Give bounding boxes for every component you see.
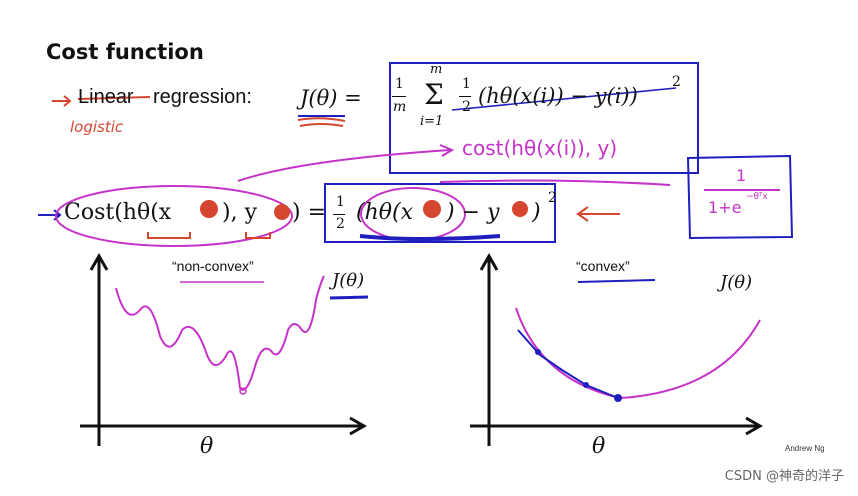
red-scribble	[274, 204, 290, 220]
right-x-arrow-icon	[745, 416, 764, 436]
convex-curve	[515, 307, 761, 400]
sum-box	[389, 62, 699, 174]
cost-rhs: (hθ(x	[356, 200, 413, 225]
cost-rhs-mid: ) − y	[446, 200, 500, 225]
red-scribble	[423, 200, 441, 218]
rhs-box	[324, 183, 556, 243]
rhs-half-bar	[333, 214, 345, 215]
left-j-label: J(θ)	[332, 270, 365, 291]
nonconvex-curve	[115, 275, 325, 391]
j-theta: J(θ) =	[300, 86, 362, 110]
right-theta-label: θ	[592, 434, 606, 459]
cost-ellipse	[55, 185, 293, 247]
convex-underline	[577, 279, 656, 283]
one-over-m-num: 1	[395, 76, 404, 92]
sigmoid-den: 1+e	[708, 198, 742, 217]
magenta-arrow-icon	[237, 144, 455, 182]
sigma-icon: Σ	[424, 78, 444, 111]
red-scribble	[512, 201, 528, 217]
half-num: 1	[462, 76, 471, 92]
left-x-arrow-icon	[349, 416, 368, 436]
cost-rhs-close: )	[532, 200, 541, 225]
nonconvex-label: “non-convex”	[172, 258, 254, 274]
sigmoid-exp: −θᵀx	[746, 192, 768, 202]
half-bar	[459, 96, 471, 97]
right-j-label: J(θ)	[720, 272, 753, 293]
rhs-half-num: 1	[336, 194, 345, 210]
rhs-underline	[359, 234, 501, 241]
half-den: 2	[462, 99, 471, 115]
red-left-arrow-icon	[576, 206, 620, 222]
frac-bar	[392, 96, 406, 97]
sigmoid-num: 1	[736, 166, 747, 185]
cost-note: cost(hθ(x(i)), y)	[462, 136, 618, 160]
regression-word: regression:	[153, 86, 252, 108]
left-y-arrow-icon	[89, 252, 109, 271]
red-scribble	[200, 200, 218, 218]
underline-j	[297, 117, 346, 127]
author-credit: Andrew Ng	[785, 444, 825, 453]
watermark: CSDN @神奇的洋子	[724, 469, 844, 484]
sigmoid-box	[686, 154, 794, 240]
rhs-exp: 2	[548, 190, 557, 206]
cost-lhs-y: ), y	[222, 200, 257, 225]
descent-steps	[517, 329, 619, 399]
sum-bottom: i=1	[420, 114, 444, 129]
squared-term: (hθ(x(i)) − y(i))	[478, 84, 638, 108]
cost-lhs-close: ) =	[292, 200, 327, 225]
convex-label: “convex”	[576, 258, 630, 274]
linear-word: Linear	[78, 86, 134, 108]
strike-squared	[451, 87, 677, 111]
left-theta-label: θ	[200, 434, 214, 459]
left-j-underline	[329, 295, 369, 300]
sum-top: m	[430, 62, 443, 77]
red-arrow-icon	[52, 95, 72, 107]
slide-title: Cost function	[46, 40, 204, 64]
right-y-arrow-icon	[479, 252, 499, 271]
cost-lhs: Cost(hθ(x	[64, 200, 172, 225]
bracket-y	[245, 232, 271, 239]
magenta-arrow-right-icon	[439, 179, 671, 186]
rhs-half-den: 2	[336, 216, 345, 232]
one-over-m-den: m	[393, 99, 407, 115]
bracket-x	[147, 232, 191, 239]
strike-linear	[77, 96, 151, 100]
squared-exp: 2	[672, 74, 681, 90]
logistic-note: logistic	[70, 118, 124, 136]
